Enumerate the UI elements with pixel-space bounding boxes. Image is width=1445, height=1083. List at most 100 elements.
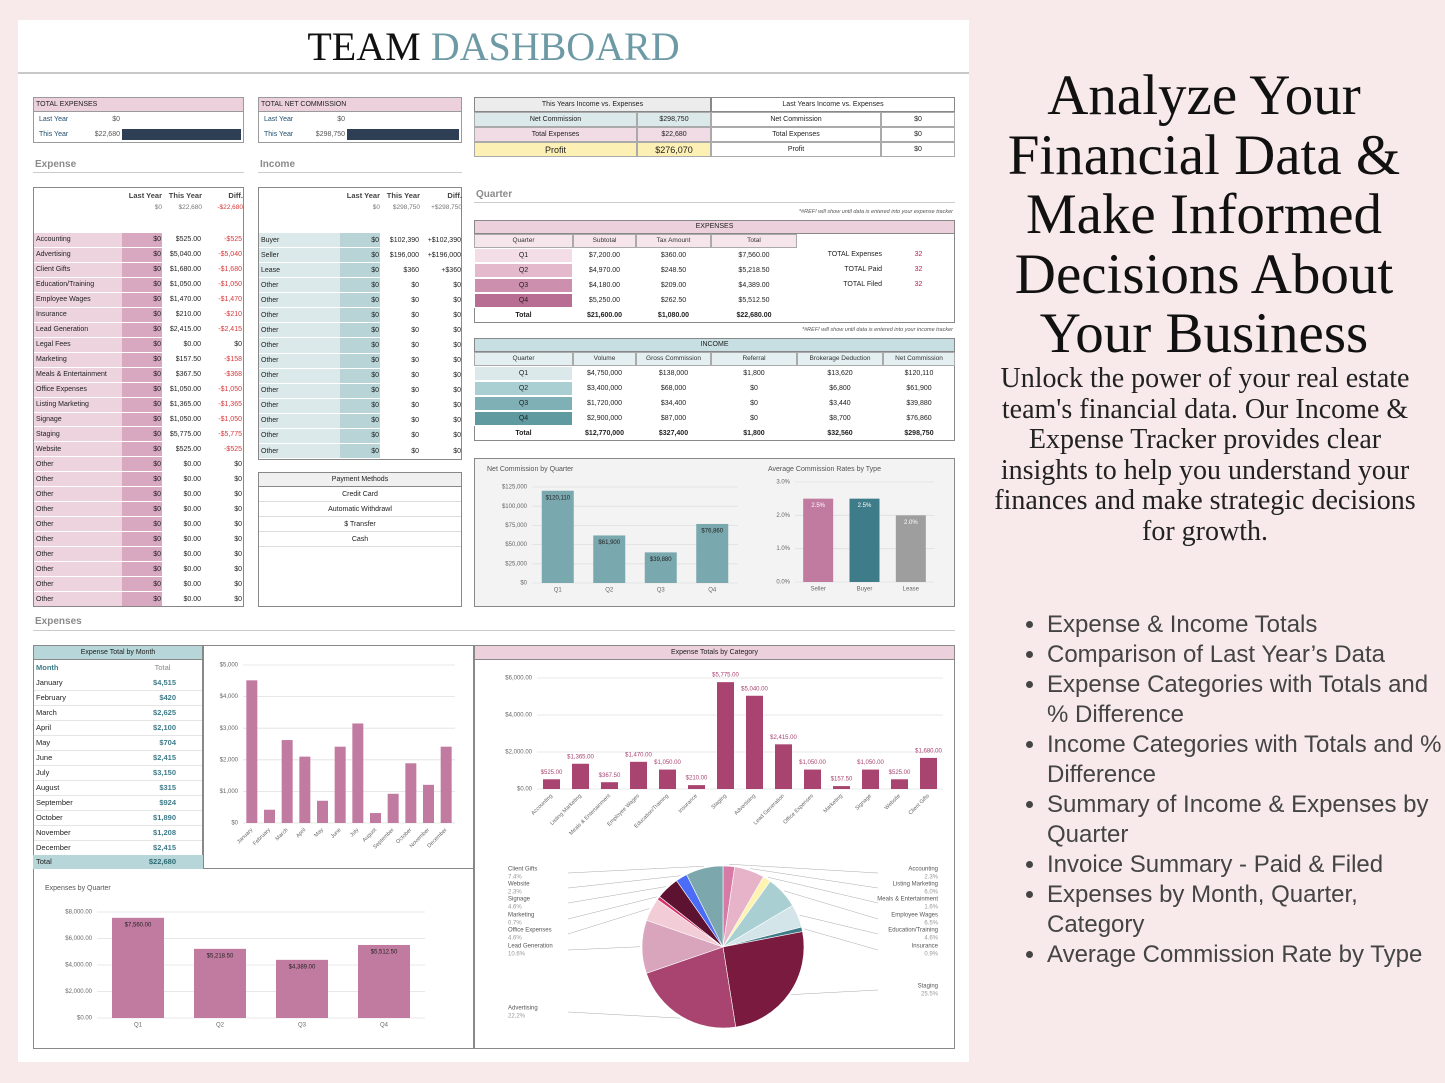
quarter-value: $5,512.50	[738, 296, 770, 304]
row-last-bg	[122, 487, 162, 502]
column-header: Quarter	[512, 355, 535, 362]
bar	[246, 680, 258, 823]
value-label: $5,040.00	[741, 686, 768, 692]
row-name: Staging	[36, 430, 60, 438]
pie-label: Website	[508, 882, 530, 888]
bar	[659, 769, 676, 789]
quarter-value: $32,560	[827, 429, 853, 437]
income_table-box	[258, 187, 462, 460]
row-value: $0	[153, 445, 161, 453]
pie-value-label: 4.6%	[924, 936, 938, 942]
quarter-value: $1,800	[743, 369, 765, 377]
x-tick-label: Q3	[657, 588, 666, 594]
y-tick-label: $0	[231, 821, 238, 827]
row-name-bg	[34, 502, 122, 517]
row-name-bg	[259, 353, 340, 368]
row-value: -$210	[224, 311, 242, 319]
row-name-bg	[259, 383, 340, 398]
quarter-cell	[474, 396, 573, 411]
comparison-cell	[881, 142, 955, 157]
quarter-value: $209.00	[660, 281, 687, 289]
row-last-bg	[340, 353, 380, 368]
row-value: $0	[453, 296, 461, 304]
bar	[630, 761, 647, 789]
column-header-cell	[573, 352, 636, 366]
row-value: $0	[153, 281, 161, 289]
row-value: $0	[153, 326, 161, 334]
x-tick-label: August	[362, 827, 379, 844]
row-value: $0	[153, 505, 161, 513]
quarter-value: $21,600.00	[586, 311, 623, 319]
row-value: $0.00	[183, 520, 201, 528]
row-name: Other	[36, 490, 54, 498]
payment-title: Payment Methods	[331, 475, 389, 483]
quarter-cell	[474, 263, 573, 278]
bar	[688, 785, 705, 789]
quarter-value: $360.00	[660, 251, 687, 259]
month-row-rule	[34, 825, 202, 826]
column-header: This Year	[386, 191, 420, 200]
column-header: This Year	[168, 191, 202, 200]
comparison-value: $276,070	[655, 144, 693, 155]
quarter-value: $3,440	[829, 399, 851, 407]
row-name-bg	[34, 292, 122, 307]
quarter-value: $5,250.00	[588, 296, 621, 304]
quarter-cell	[474, 411, 573, 426]
row-value: $0	[453, 311, 461, 319]
row-name-bg	[259, 368, 340, 383]
month-name: May	[36, 738, 51, 747]
row-value: $0.00	[183, 475, 201, 483]
row-name: Other	[36, 535, 54, 543]
y-tick-label: $8,000.00	[65, 910, 92, 916]
row-value: $0	[153, 490, 161, 498]
bar	[849, 498, 880, 582]
row-name-bg	[34, 562, 122, 577]
quarter-value: Q3	[518, 399, 529, 407]
payment-row	[259, 502, 461, 517]
note: *#REF! will show until data is entered i…	[798, 209, 953, 215]
row-name: Other	[261, 432, 279, 440]
x-tick-label: Signage	[854, 793, 873, 812]
x-tick-label: Client Gifts	[908, 793, 931, 816]
leader-line	[790, 989, 879, 995]
comparison-cell	[637, 112, 711, 127]
row-last-bg	[122, 502, 162, 517]
row-value: -$5,775	[218, 430, 242, 438]
section-label: Income	[260, 159, 296, 170]
row-value: $0	[153, 580, 161, 588]
row-name-bg	[34, 472, 122, 487]
row-last-bg	[122, 457, 162, 472]
summary-label: Last Year	[264, 116, 294, 123]
column-header-cell	[636, 352, 711, 366]
row-value: $0	[153, 341, 161, 349]
column-header: Quarter	[512, 237, 535, 244]
x-tick-label: Insurance	[678, 793, 699, 814]
row-last-bg	[340, 368, 380, 383]
quarter-value: Q2	[518, 266, 529, 274]
comparison-cell	[711, 112, 881, 127]
row-name-bg	[259, 428, 340, 443]
bar	[334, 746, 346, 823]
quarter-value: $76,860	[906, 414, 932, 422]
pie-label: Staging	[918, 984, 938, 990]
row-name: Other	[36, 580, 54, 588]
row-last-bg	[340, 248, 380, 263]
y-tick-label: $1,000	[220, 789, 239, 795]
month-total: $22,680	[148, 857, 176, 866]
row-value: $0	[153, 565, 161, 573]
progress-bar	[122, 129, 241, 140]
column-total: $22,680	[178, 204, 203, 211]
y-tick-label: $6,000.00	[505, 676, 532, 682]
promo-heading: Analyze Your Financial Data & Make Infor…	[1007, 64, 1401, 365]
quarter-cell	[474, 278, 573, 293]
row-last-bg	[122, 322, 162, 337]
quarter-value: $2,900,000	[586, 414, 623, 422]
row-value: $0	[153, 251, 161, 259]
row-last-bg	[122, 472, 162, 487]
leader-line	[567, 908, 650, 935]
y-tick-label: $100,000	[502, 504, 528, 510]
row-value: $5,040.00	[169, 251, 201, 259]
quarter-value: $3,400,000	[586, 384, 623, 392]
row-name-bg	[34, 352, 122, 367]
expense_table-box	[33, 187, 244, 607]
